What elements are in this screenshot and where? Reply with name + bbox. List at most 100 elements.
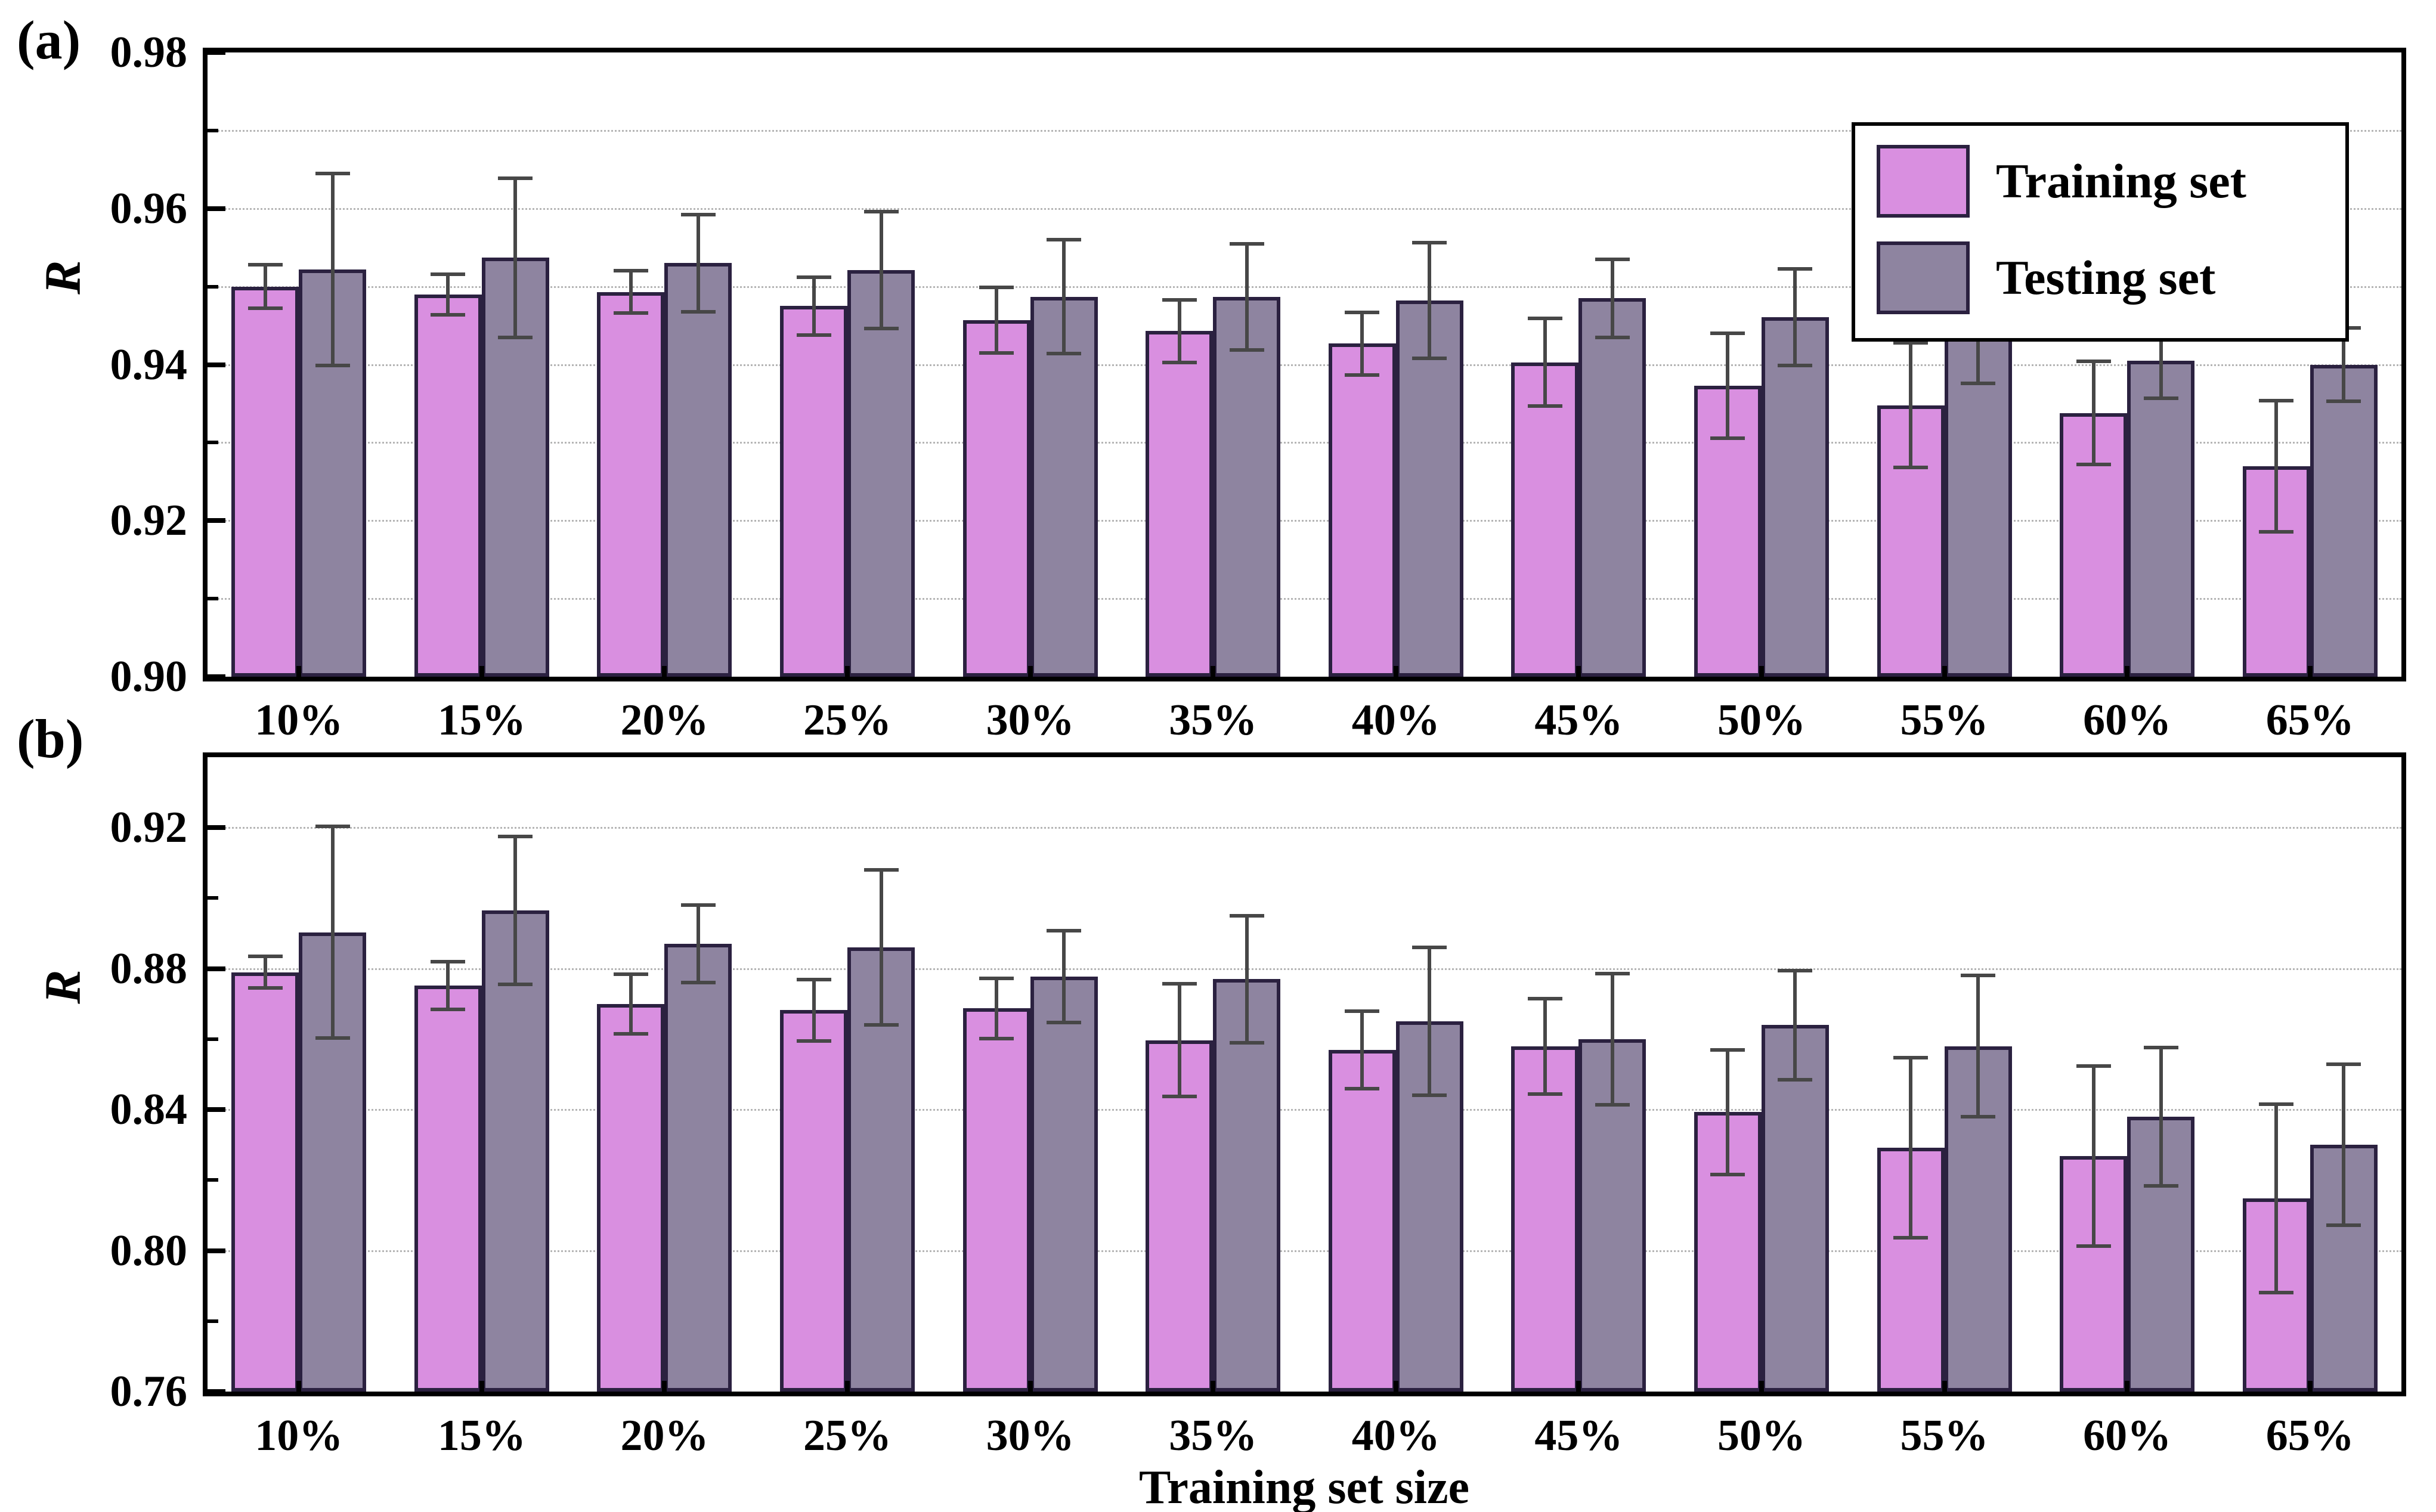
x-tick <box>1027 1381 1033 1392</box>
error-bar-cap-bottom <box>1893 466 1929 470</box>
error-bar-cap-top <box>1047 238 1082 242</box>
y-axis-tick-labels-a: 0.98 0.96 0.94 0.92 0.90 <box>0 0 188 751</box>
x-tick-label: 45% <box>1534 1411 1623 1460</box>
error-bar-cap-bottom <box>2076 463 2111 467</box>
error-bar-cap-top <box>1229 914 1264 918</box>
error-bar-cap-bottom <box>1412 1093 1447 1098</box>
error-bar-cap-bottom <box>863 327 899 331</box>
error-bar-cap-top <box>315 171 350 175</box>
error-bar-cap-top <box>2076 360 2111 364</box>
error-bar-cap-top <box>1345 310 1380 314</box>
error-bar-line <box>879 211 883 329</box>
error-bar-cap-top <box>1778 267 1813 271</box>
error-bar-cap-bottom <box>613 311 648 315</box>
error-bar-cap-bottom <box>1893 1235 1929 1240</box>
error-bar-line <box>2091 1065 2095 1247</box>
y-tick-label: 0.92 <box>110 496 188 546</box>
y-tick-label: 0.94 <box>110 340 188 389</box>
error-bar-line <box>446 274 450 315</box>
error-bar-line <box>812 979 816 1041</box>
bar-training-15% <box>414 986 482 1392</box>
y-tick-label: 0.92 <box>110 803 188 853</box>
x-tick <box>845 666 850 677</box>
bar-testing-30% <box>1030 976 1098 1392</box>
bar-testing-35% <box>1213 296 1281 677</box>
gridline <box>208 442 2401 444</box>
error-bar-line <box>263 264 267 309</box>
y-tick-minor <box>208 1319 218 1323</box>
x-tick <box>479 1381 484 1392</box>
error-bar-cap-top <box>1412 241 1447 245</box>
error-bar-cap-top <box>247 262 283 267</box>
error-bar-cap-bottom <box>1595 335 1630 339</box>
training-set-swatch <box>1877 145 1970 218</box>
y-tick-major <box>208 966 225 971</box>
error-bar-cap-top <box>315 825 350 829</box>
legend-label-training: Training set <box>1996 154 2246 208</box>
error-bar-line <box>1245 243 1249 350</box>
gridline <box>208 129 2401 132</box>
error-bar-cap-top <box>247 954 283 958</box>
error-bar-line <box>879 870 883 1025</box>
error-bar-cap-bottom <box>680 981 716 985</box>
bar-training-20% <box>597 292 665 677</box>
error-bar-line <box>330 173 335 365</box>
error-bar-cap-bottom <box>1412 357 1447 361</box>
bar-testing-50% <box>1761 1025 1829 1392</box>
y-tick-minor <box>208 1037 218 1041</box>
error-bar-cap-top <box>1893 340 1929 345</box>
x-tick <box>2307 666 2313 677</box>
error-bar-cap-bottom <box>498 983 533 987</box>
y-axis-tick-labels-b: 0.92 0.88 0.84 0.80 0.76 <box>0 715 188 1467</box>
y-tick-major <box>208 518 225 523</box>
legend: Training set Testing set <box>1852 122 2349 342</box>
y-tick-minor <box>208 1178 218 1182</box>
error-bar-cap-bottom <box>1047 352 1082 356</box>
error-bar-line <box>1543 318 1547 406</box>
bar-training-40% <box>1328 1049 1396 1392</box>
y-tick-label: 0.96 <box>110 184 188 233</box>
y-tick-minor <box>208 896 218 900</box>
error-bar-line <box>2159 323 2163 398</box>
error-bar-cap-top <box>863 209 899 213</box>
y-tick-label: 0.84 <box>110 1085 188 1135</box>
y-tick-major <box>208 674 225 679</box>
error-bar-line <box>1062 240 1066 354</box>
error-bar-cap-bottom <box>1710 436 1745 440</box>
error-bar-cap-top <box>1778 968 1813 972</box>
error-bar-cap-top <box>796 977 831 981</box>
error-bar-line <box>1610 259 1614 337</box>
error-bar-cap-bottom <box>796 1039 831 1043</box>
x-tick-label: 25% <box>803 1411 892 1460</box>
error-bar-line <box>1610 973 1614 1105</box>
y-tick-major <box>208 1107 225 1113</box>
error-bar-cap-top <box>1961 974 1996 978</box>
x-tick <box>2125 1381 2130 1392</box>
error-bar-cap-bottom <box>1229 1040 1264 1045</box>
x-tick-label: 20% <box>620 1411 709 1460</box>
legend-item-testing: Testing set <box>1855 233 2345 323</box>
error-bar-cap-top <box>1047 928 1082 932</box>
error-bar-cap-bottom <box>431 1008 466 1012</box>
x-tick-label: 30% <box>986 696 1075 745</box>
error-bar-cap-bottom <box>498 335 533 339</box>
error-bar-line <box>1062 930 1066 1023</box>
bar-testing-15% <box>481 910 549 1392</box>
bar-training-25% <box>780 306 848 677</box>
error-bar-cap-top <box>863 868 899 872</box>
x-tick-label: 40% <box>1351 696 1440 745</box>
error-bar-line <box>263 956 267 989</box>
gridline <box>208 827 2401 829</box>
gridline <box>208 520 2401 522</box>
error-bar-cap-top <box>1710 1048 1745 1052</box>
error-bar-cap-bottom <box>2259 1290 2294 1294</box>
error-bar-cap-bottom <box>2143 396 2178 400</box>
error-bar-cap-top <box>680 213 716 217</box>
bar-training-30% <box>962 320 1030 677</box>
bar-testing-35% <box>1213 979 1281 1392</box>
error-bar-line <box>696 905 700 983</box>
x-tick <box>1027 666 1033 677</box>
error-bar-cap-bottom <box>247 306 283 311</box>
error-bar-cap-bottom <box>1345 373 1380 377</box>
